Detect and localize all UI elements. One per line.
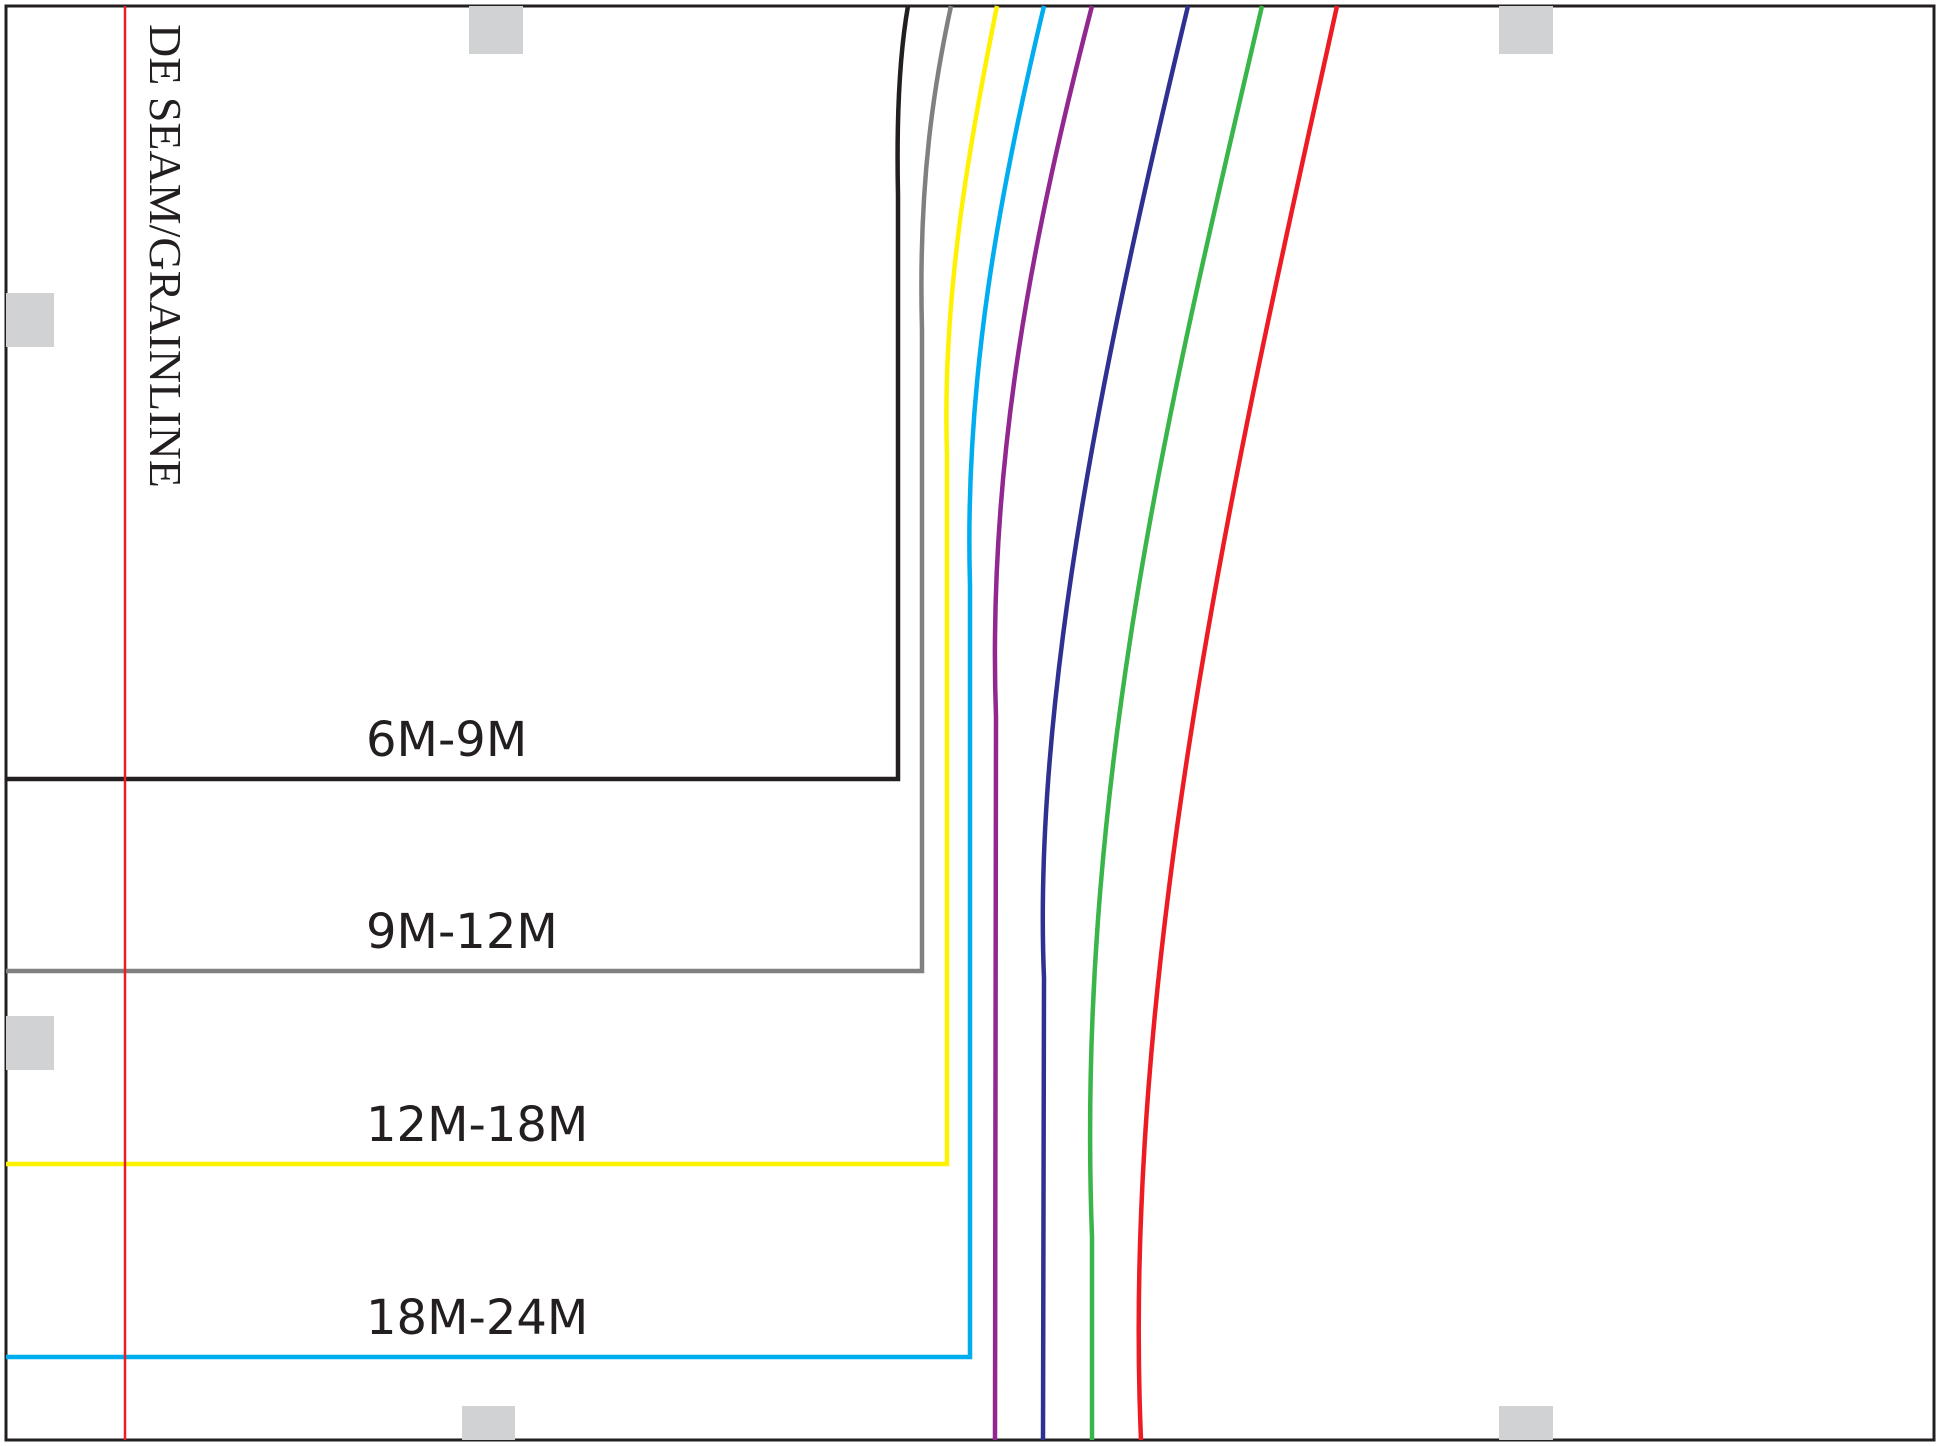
size-label-12m-18m: 12M-18M	[366, 1097, 588, 1153]
grainline-label: DE SEAM/GRAINLINE	[140, 24, 191, 488]
size-outline-12m-18m	[6, 5, 1000, 1167]
size-curve-green	[1087, 5, 1265, 1440]
registration-mark-left-lower	[6, 1016, 54, 1070]
size-label-9m-12m: 9M-12M	[366, 904, 558, 960]
size-label-6m-9m: 6M-9M	[366, 712, 527, 768]
registration-mark-bottom-left	[462, 1406, 515, 1440]
size-curve-navy	[1040, 5, 1191, 1441]
size-curve-red	[1136, 5, 1340, 1441]
size-outline-18m-24m	[6, 5, 1047, 1360]
registration-marks	[6, 6, 1553, 1440]
size-outline-6m-9m	[6, 5, 911, 782]
registration-mark-left-upper	[6, 293, 54, 347]
size-outline-9m-12m	[6, 5, 954, 974]
size-curve-purple	[992, 5, 1095, 1441]
page-border	[4, 4, 1936, 1442]
size-label-18m-24m: 18M-24M	[366, 1290, 588, 1346]
registration-mark-bottom-right	[1499, 1406, 1553, 1440]
registration-mark-top-right	[1499, 6, 1553, 54]
registration-mark-top-left	[469, 6, 523, 54]
